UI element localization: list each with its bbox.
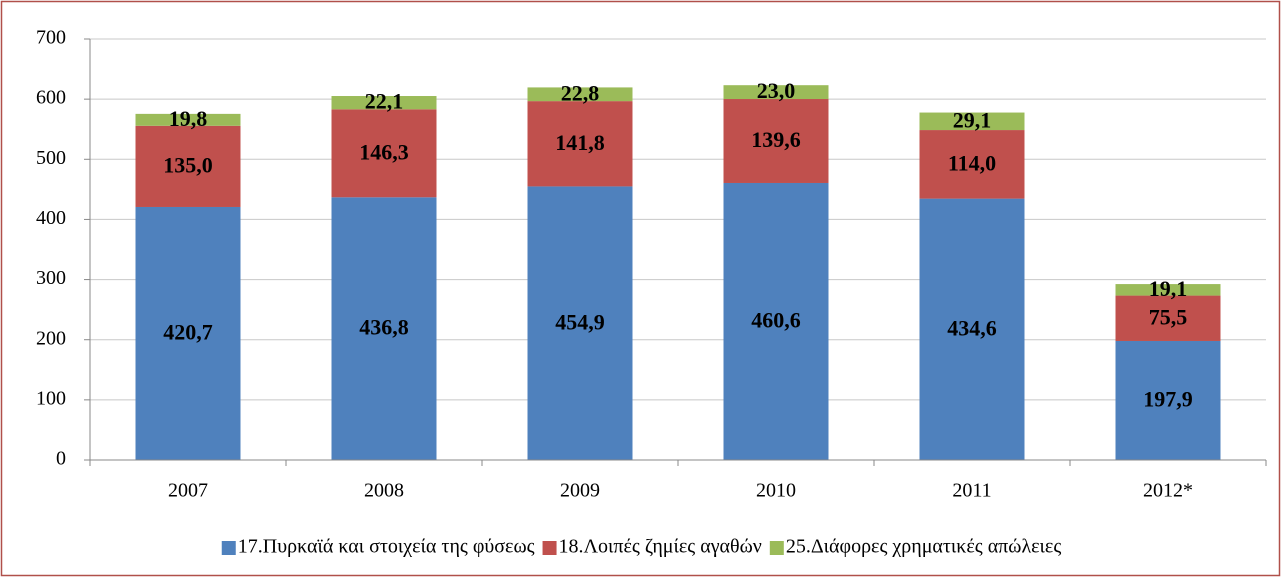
data-label: 19,1 bbox=[1149, 276, 1188, 301]
data-label: 460,6 bbox=[751, 308, 801, 333]
bar-segment bbox=[723, 182, 829, 460]
data-label: 75,5 bbox=[1149, 304, 1188, 329]
legend-swatch bbox=[542, 541, 557, 555]
data-label: 23,0 bbox=[757, 78, 796, 103]
x-tick-label: 2008 bbox=[364, 480, 404, 502]
data-label: 420,7 bbox=[163, 320, 213, 345]
y-tick-label: 0 bbox=[56, 448, 66, 470]
bar-segment bbox=[331, 109, 437, 198]
data-label: 197,9 bbox=[1143, 387, 1193, 412]
bar-segment bbox=[919, 198, 1025, 460]
bar-segment bbox=[919, 130, 1025, 199]
bar-segment bbox=[1115, 340, 1221, 460]
bar-segment bbox=[527, 186, 633, 460]
legend-swatch bbox=[221, 541, 236, 555]
data-label: 436,8 bbox=[359, 315, 409, 340]
legend-swatch bbox=[769, 541, 784, 555]
data-label: 29,1 bbox=[953, 107, 992, 132]
bar-segment bbox=[723, 99, 829, 183]
y-tick-label: 700 bbox=[36, 27, 66, 49]
y-tick-label: 300 bbox=[36, 267, 66, 289]
bar-segment bbox=[135, 113, 241, 126]
bar-segment bbox=[135, 125, 241, 207]
x-tick-label: 2009 bbox=[560, 480, 600, 502]
y-tick-label: 600 bbox=[36, 87, 66, 109]
bar-segment bbox=[723, 85, 829, 100]
bar-segment bbox=[135, 206, 241, 460]
data-label: 139,6 bbox=[751, 127, 801, 152]
data-label: 434,6 bbox=[947, 315, 997, 340]
y-tick-label: 100 bbox=[36, 387, 66, 409]
y-tick-label: 200 bbox=[36, 327, 66, 349]
y-tick-label: 400 bbox=[36, 207, 66, 229]
data-label: 146,3 bbox=[359, 139, 409, 164]
bar-segment bbox=[527, 101, 633, 187]
data-label: 141,8 bbox=[555, 130, 605, 155]
x-tick-label: 2011 bbox=[952, 480, 991, 502]
legend-label: 18.Λοιπές ζημίες αγαθών bbox=[559, 536, 762, 558]
x-tick-label: 2012* bbox=[1143, 480, 1193, 502]
data-label: 114,0 bbox=[948, 150, 996, 175]
data-label: 454,9 bbox=[555, 309, 605, 334]
data-label: 19,8 bbox=[169, 106, 208, 131]
data-label: 22,8 bbox=[561, 80, 600, 105]
legend-label: 25.Διάφορες χρηματικές απώλειες bbox=[786, 536, 1062, 558]
bar-segment bbox=[1115, 295, 1221, 341]
y-tick-label: 500 bbox=[36, 147, 66, 169]
data-label: 22,1 bbox=[365, 89, 404, 114]
bar-segment bbox=[919, 112, 1025, 131]
x-tick-label: 2007 bbox=[168, 480, 208, 502]
bar-segment bbox=[1115, 284, 1221, 296]
bar-segment bbox=[331, 96, 437, 110]
bar-segment bbox=[331, 197, 437, 460]
x-tick-label: 2010 bbox=[756, 480, 796, 502]
legend-label: 17.Πυρκαϊά και στοιχεία της φύσεως bbox=[238, 536, 535, 558]
data-label: 135,0 bbox=[163, 152, 213, 177]
bar-segment bbox=[527, 87, 633, 102]
